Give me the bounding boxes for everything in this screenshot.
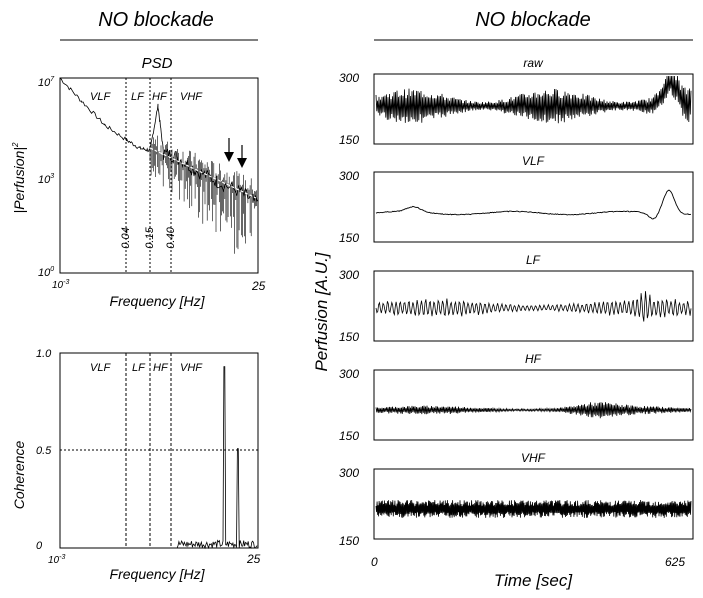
trace-ybottom-vhf: 150 — [339, 534, 359, 548]
trace-title-vhf: VHF — [521, 451, 546, 465]
traces-xlabel: Time [sec] — [494, 571, 574, 590]
psd-ylabel: |Perfusion|2 — [11, 142, 27, 213]
trace-vlf-line — [375, 189, 692, 220]
coh-ytick-bottom: 0 — [36, 540, 43, 552]
arrow-down-icon — [224, 138, 234, 162]
psd-xlabel: Frequency [Hz] — [110, 293, 206, 309]
coh-band-hf: HF — [153, 362, 169, 374]
trace-frame-raw — [373, 73, 694, 145]
traces-panel: Perfusion [A.U.] 0 625 Time [sec] raw 30… — [312, 56, 694, 590]
psd-spectrum-line — [59, 77, 259, 203]
trace-frame-vlf — [373, 171, 694, 243]
right-section-title: NO blockade — [475, 9, 591, 31]
psd-panel: PSD VLF LF HF VHF 0.04 0.15 0.40 107 103… — [11, 55, 266, 309]
arrow-down-icon — [237, 145, 247, 168]
psd-title: PSD — [142, 55, 173, 72]
left-section-title: NO blockade — [98, 9, 214, 31]
trace-lf-line — [375, 291, 692, 322]
trace-ybottom-raw: 150 — [339, 133, 359, 147]
trace-hf-line — [375, 402, 692, 419]
trace-ytop-raw: 300 — [339, 71, 359, 85]
coh-band-lf: LF — [132, 362, 146, 374]
trace-frame-hf — [373, 369, 694, 441]
trace-frame-vhf — [373, 468, 694, 540]
psd-band-lf: LF — [131, 91, 145, 103]
psd-band-vhf: VHF — [180, 91, 203, 103]
psd-band-hf: HF — [152, 91, 168, 103]
trace-title-hf: HF — [525, 352, 542, 366]
coherence-line — [60, 366, 258, 550]
psd-band-vlf: VLF — [90, 91, 111, 103]
coh-xtick-max: 25 — [246, 552, 261, 566]
psd-trend-line — [149, 147, 257, 199]
trace-ybottom-vlf: 150 — [339, 231, 359, 245]
psd-frame — [59, 77, 259, 274]
trace-ytop-vlf: 300 — [339, 169, 359, 183]
coh-ytick-mid: 0.5 — [36, 445, 52, 457]
coh-ytick-top: 1.0 — [36, 348, 52, 360]
psd-ytick-top: 107 — [38, 76, 55, 89]
trace-title-lf: LF — [526, 253, 541, 267]
coherence-panel: VLF LF HF VHF 1.0 0.5 0 Coherence 10-3 2… — [11, 348, 261, 582]
trace-ytop-hf: 300 — [339, 367, 359, 381]
trace-frame-lf — [373, 270, 694, 342]
psd-ytick-bottom: 100 — [38, 266, 54, 279]
coh-xlabel: Frequency [Hz] — [110, 566, 206, 582]
trace-ytop-vhf: 300 — [339, 466, 359, 480]
trace-vhf-line — [375, 499, 692, 518]
trace-ybottom-lf: 150 — [339, 330, 359, 344]
psd-ytick-mid: 103 — [38, 173, 54, 186]
coh-ylabel: Coherence — [11, 441, 27, 510]
coh-xtick-min: 10-3 — [48, 554, 65, 566]
trace-ytop-lf: 300 — [339, 268, 359, 282]
psd-xtick-min: 10-3 — [52, 279, 69, 291]
traces-xtick-min: 0 — [371, 555, 378, 569]
traces-xtick-max: 625 — [665, 555, 685, 569]
trace-raw-line — [375, 75, 692, 124]
coh-band-vlf: VLF — [90, 362, 111, 374]
psd-boundary-label-004: 0.04 — [120, 227, 132, 248]
trace-title-vlf: VLF — [522, 154, 545, 168]
coh-band-vhf: VHF — [180, 362, 203, 374]
psd-xtick-max: 25 — [251, 279, 266, 293]
psd-boundary-label-040: 0.40 — [165, 226, 177, 248]
psd-boundary-label-015: 0.15 — [144, 226, 156, 248]
traces-ylabel: Perfusion [A.U.] — [312, 251, 331, 371]
trace-ybottom-hf: 150 — [339, 429, 359, 443]
trace-title-raw: raw — [523, 56, 544, 70]
